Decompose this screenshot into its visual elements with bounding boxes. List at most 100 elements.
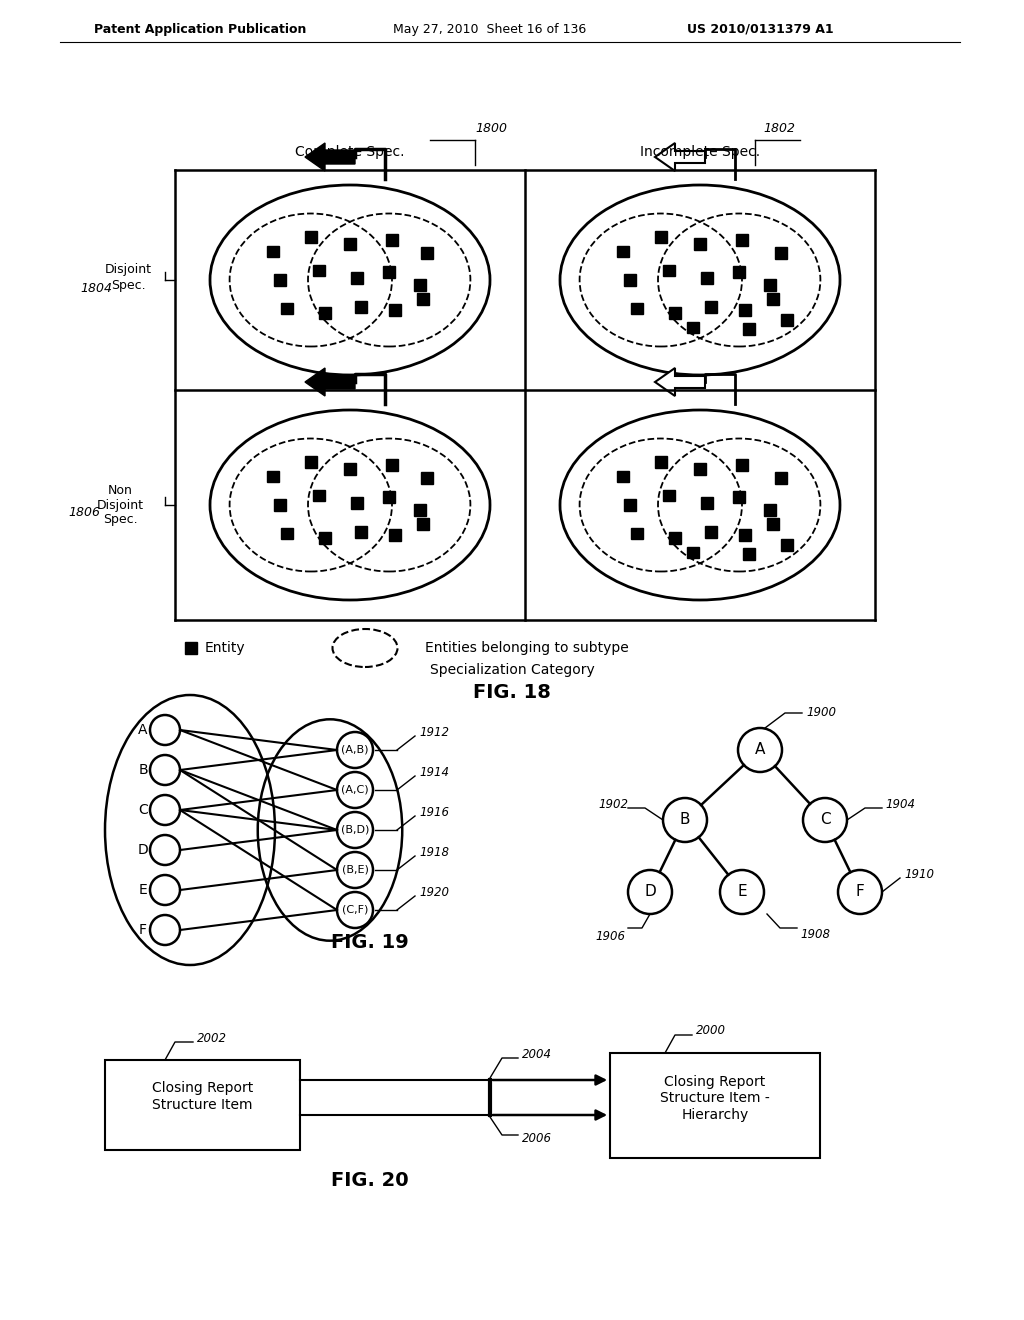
Text: May 27, 2010  Sheet 16 of 136: May 27, 2010 Sheet 16 of 136	[393, 22, 587, 36]
Text: B: B	[138, 763, 147, 777]
Text: 1802: 1802	[763, 121, 795, 135]
Text: 1904: 1904	[885, 797, 915, 810]
Bar	[655, 457, 667, 469]
Bar	[417, 517, 429, 529]
Bar	[318, 308, 331, 319]
Bar	[701, 498, 713, 510]
Bar	[274, 275, 286, 286]
Bar	[687, 546, 699, 558]
Bar	[764, 504, 776, 516]
Bar	[706, 525, 717, 537]
Text: 1908: 1908	[800, 928, 830, 940]
Text: 1910: 1910	[904, 867, 934, 880]
Text: A: A	[755, 742, 765, 758]
Text: (B,E): (B,E)	[342, 865, 369, 875]
Text: Disjoint: Disjoint	[104, 264, 152, 276]
Polygon shape	[655, 143, 705, 172]
Bar	[318, 532, 331, 544]
Bar	[631, 302, 643, 314]
Bar	[185, 642, 197, 653]
Text: A: A	[138, 723, 147, 737]
Bar	[355, 301, 368, 313]
Text: E: E	[138, 883, 147, 898]
Bar	[775, 247, 787, 259]
Text: 1800: 1800	[475, 121, 507, 135]
Bar	[267, 246, 279, 257]
Text: Patent Application Publication: Patent Application Publication	[94, 22, 306, 36]
Bar	[739, 305, 751, 317]
Text: F: F	[139, 923, 147, 937]
Bar	[281, 528, 293, 540]
Bar	[617, 470, 629, 482]
Text: C: C	[819, 813, 830, 828]
Bar	[655, 231, 667, 243]
Text: 1806: 1806	[68, 507, 100, 520]
Bar	[624, 275, 636, 286]
Text: B: B	[680, 813, 690, 828]
Bar	[706, 301, 717, 313]
Bar	[669, 532, 681, 544]
Polygon shape	[305, 143, 355, 172]
Text: (A,B): (A,B)	[341, 744, 369, 755]
Bar	[767, 517, 778, 529]
Bar	[389, 305, 400, 317]
Bar	[701, 272, 713, 284]
Bar	[417, 293, 429, 305]
Text: Spec.: Spec.	[111, 279, 145, 292]
Bar	[313, 490, 326, 502]
Bar	[305, 457, 316, 469]
Bar	[313, 264, 326, 276]
Bar	[274, 499, 286, 511]
Bar	[355, 525, 368, 537]
Bar	[631, 528, 643, 540]
Bar	[386, 459, 398, 471]
Text: 2000: 2000	[696, 1024, 726, 1038]
Bar	[624, 499, 636, 511]
Bar	[414, 279, 426, 290]
Text: E: E	[737, 884, 746, 899]
Text: (A,C): (A,C)	[341, 785, 369, 795]
Bar	[781, 314, 793, 326]
Text: D: D	[137, 843, 148, 857]
Text: Disjoint: Disjoint	[96, 499, 143, 511]
Bar	[344, 463, 356, 475]
Bar	[743, 548, 755, 561]
Bar	[414, 504, 426, 516]
Bar	[694, 463, 706, 475]
Text: Incomplete Spec.: Incomplete Spec.	[640, 145, 760, 158]
Text: Specialization Category: Specialization Category	[430, 663, 594, 677]
Text: Structure Item -: Structure Item -	[660, 1092, 770, 1105]
Bar	[344, 238, 356, 249]
Text: US 2010/0131379 A1: US 2010/0131379 A1	[687, 22, 834, 36]
Bar	[351, 272, 362, 284]
Bar	[767, 293, 778, 305]
Bar	[736, 234, 748, 246]
Text: (C,F): (C,F)	[342, 906, 369, 915]
Text: 1804: 1804	[80, 281, 112, 294]
Bar	[305, 231, 316, 243]
Polygon shape	[305, 368, 355, 396]
Text: 1900: 1900	[806, 706, 836, 719]
Text: Complete Spec.: Complete Spec.	[295, 145, 404, 158]
Text: Entity: Entity	[205, 642, 246, 655]
Polygon shape	[655, 368, 705, 396]
Bar	[386, 234, 398, 246]
Text: FIG. 18: FIG. 18	[473, 682, 551, 701]
Bar	[694, 238, 706, 249]
Text: D: D	[644, 884, 656, 899]
Bar	[383, 267, 395, 279]
Text: 2002: 2002	[197, 1031, 227, 1044]
Bar	[775, 473, 787, 484]
Text: (B,D): (B,D)	[341, 825, 370, 836]
Bar	[421, 473, 433, 484]
Text: 2004: 2004	[522, 1048, 552, 1060]
Text: 2006: 2006	[522, 1133, 552, 1146]
Text: Spec.: Spec.	[102, 513, 137, 527]
Bar	[281, 302, 293, 314]
Bar	[733, 491, 745, 503]
Bar	[267, 470, 279, 482]
Text: Closing Report: Closing Report	[665, 1074, 766, 1089]
Bar	[743, 323, 755, 335]
Text: 1920: 1920	[419, 886, 449, 899]
Bar	[781, 539, 793, 550]
